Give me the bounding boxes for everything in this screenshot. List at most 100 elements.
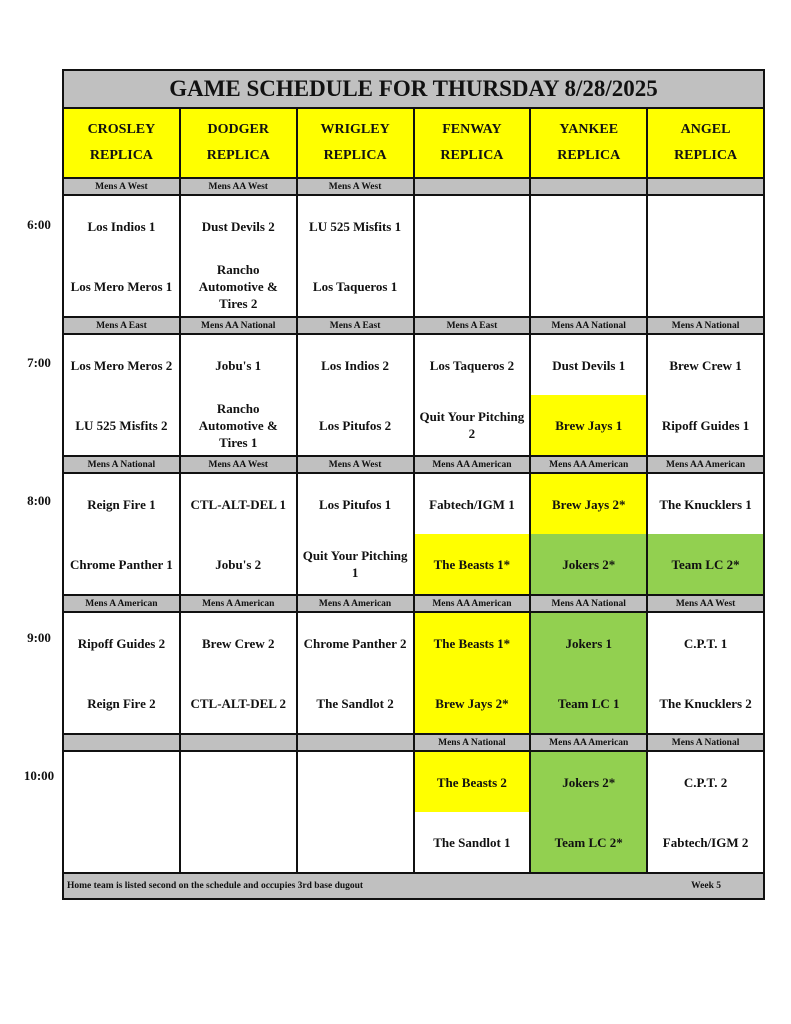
time-slot-row: Los Indios 1 Los Mero Meros 1 Dust Devils … xyxy=(64,194,763,318)
game-cell: The Knucklers 1 Team LC 2* xyxy=(648,472,763,596)
page-title: GAME SCHEDULE FOR THURSDAY 8/28/2025 xyxy=(64,71,763,109)
division-label: Mens AA American xyxy=(531,735,647,750)
division-label: Mens A American xyxy=(297,596,413,611)
field-name: WRIGLEY xyxy=(320,122,390,137)
game-cell xyxy=(64,750,179,874)
team-name: Dust Devils 1 xyxy=(531,335,647,395)
team-name: Jobu's 1 xyxy=(180,335,296,395)
team-name: The Sandlot 2 xyxy=(297,673,413,733)
time-slot-row: The Beasts 2 The Sandlot 1 Jokers 2* Team L… xyxy=(64,750,763,874)
team-name: Jokers 2* xyxy=(531,534,647,594)
game-cell xyxy=(297,750,413,874)
game-cell xyxy=(648,194,763,318)
time-label: 8:00 xyxy=(27,493,51,508)
division-label xyxy=(531,179,647,194)
division-label: Mens AA National xyxy=(531,596,647,611)
division-label: Mens A National xyxy=(414,735,530,750)
time-label: 10:00 xyxy=(23,768,55,783)
team-name: Los Pitufos 2 xyxy=(297,395,413,455)
division-label: Mens A American xyxy=(64,596,179,611)
team-name: Team LC 2* xyxy=(648,534,763,594)
team-name: Brew Jays 2* xyxy=(414,673,530,733)
division-row: Mens A American Mens A American Mens A Ame… xyxy=(64,596,763,611)
time-slot-row: Reign Fire 1 Chrome Panther 1 CTL-ALT-DEL … xyxy=(64,472,763,596)
team-name: Brew Crew 1 xyxy=(648,335,763,395)
team-name: Chrome Panther 2 xyxy=(297,613,413,673)
game-cell: Los Taqueros 2 Quit Your Pitching 2 xyxy=(414,333,530,457)
field-type: REPLICA xyxy=(440,148,504,163)
field-header: WRIGLEY REPLICA xyxy=(297,109,413,177)
field-name: DODGER xyxy=(207,122,269,137)
team-name: Dust Devils 2 xyxy=(180,196,296,256)
team-name xyxy=(180,752,296,812)
field-name: ANGEL xyxy=(680,122,731,137)
division-label xyxy=(297,735,413,750)
game-cell: Los Pitufos 1 Quit Your Pitching 1 xyxy=(297,472,413,596)
team-name: The Beasts 1* xyxy=(414,613,530,673)
game-cell: The Beasts 1* Brew Jays 2* xyxy=(414,611,530,735)
division-label: Mens AA American xyxy=(414,457,530,472)
game-cell xyxy=(180,750,296,874)
game-cell: C.P.T. 2 Fabtech/IGM 2 xyxy=(648,750,763,874)
field-header-row: CROSLEY REPLICA DODGER REPLICA WRIGLEY REPLIC… xyxy=(64,109,763,179)
team-name: The Beasts 2 xyxy=(414,752,530,812)
division-label: Mens A American xyxy=(180,596,296,611)
game-cell: Ripoff Guides 2 Reign Fire 2 xyxy=(64,611,179,735)
team-name: Ripoff Guides 1 xyxy=(648,395,763,455)
time-slot-row: Los Mero Meros 2 LU 525 Misfits 2 Jobu's 1… xyxy=(64,333,763,457)
team-name: Brew Jays 2* xyxy=(531,474,647,534)
division-label: Mens A West xyxy=(297,457,413,472)
division-label: Mens A West xyxy=(64,179,179,194)
team-name: Brew Jays 1 xyxy=(531,395,647,455)
team-name xyxy=(414,256,530,316)
team-name: C.P.T. 2 xyxy=(648,752,763,812)
game-cell: CTL-ALT-DEL 1 Jobu's 2 xyxy=(180,472,296,596)
game-cell: Los Mero Meros 2 LU 525 Misfits 2 xyxy=(64,333,179,457)
field-name: CROSLEY xyxy=(87,122,156,137)
field-header: FENWAY REPLICA xyxy=(414,109,530,177)
team-name: The Knucklers 1 xyxy=(648,474,763,534)
field-type: REPLICA xyxy=(674,148,738,163)
division-label: Mens AA American xyxy=(648,457,763,472)
team-name: Los Indios 2 xyxy=(297,335,413,395)
game-cell: The Beasts 2 The Sandlot 1 xyxy=(414,750,530,874)
team-name: Rancho Automotive & Tires 1 xyxy=(180,395,296,455)
team-name: Ripoff Guides 2 xyxy=(64,613,179,673)
division-label: Mens A National xyxy=(64,457,179,472)
team-name: Jokers 2* xyxy=(531,752,647,812)
field-type: REPLICA xyxy=(89,148,153,163)
team-name xyxy=(180,812,296,872)
schedule-table: GAME SCHEDULE FOR THURSDAY 8/28/2025 CRO… xyxy=(62,69,765,900)
game-cell: Jokers 2* Team LC 2* xyxy=(531,750,647,874)
team-name: Quit Your Pitching 2 xyxy=(414,395,530,455)
field-type: REPLICA xyxy=(557,148,621,163)
team-name: Fabtech/IGM 1 xyxy=(414,474,530,534)
field-header: CROSLEY REPLICA xyxy=(64,109,179,177)
game-cell: Dust Devils 2 Rancho Automotive & Tires 2 xyxy=(180,194,296,318)
team-name: Jokers 1 xyxy=(531,613,647,673)
time-label: 6:00 xyxy=(27,217,51,232)
field-header: YANKEE REPLICA xyxy=(531,109,647,177)
field-type: REPLICA xyxy=(206,148,270,163)
team-name: C.P.T. 1 xyxy=(648,613,763,673)
game-cell: Jobu's 1 Rancho Automotive & Tires 1 xyxy=(180,333,296,457)
division-label: Mens A East xyxy=(414,318,530,333)
game-cell: C.P.T. 1 The Knucklers 2 xyxy=(648,611,763,735)
field-name: FENWAY xyxy=(442,122,502,137)
game-cell: Los Indios 1 Los Mero Meros 1 xyxy=(64,194,179,318)
game-cell: Brew Crew 2 CTL-ALT-DEL 2 xyxy=(180,611,296,735)
time-label: 7:00 xyxy=(27,355,51,370)
team-name xyxy=(64,812,179,872)
team-name: Rancho Automotive & Tires 2 xyxy=(180,256,296,316)
division-row: Mens A East Mens AA National Mens A East Me… xyxy=(64,318,763,333)
team-name: Team LC 2* xyxy=(531,812,647,872)
team-name: CTL-ALT-DEL 1 xyxy=(180,474,296,534)
division-label: Mens A East xyxy=(64,318,179,333)
game-cell: Brew Crew 1 Ripoff Guides 1 xyxy=(648,333,763,457)
division-label: Mens AA West xyxy=(180,457,296,472)
game-cell xyxy=(414,194,530,318)
division-label: Mens A West xyxy=(297,179,413,194)
field-header: DODGER REPLICA xyxy=(180,109,296,177)
team-name: Chrome Panther 1 xyxy=(64,534,179,594)
team-name xyxy=(648,196,763,256)
